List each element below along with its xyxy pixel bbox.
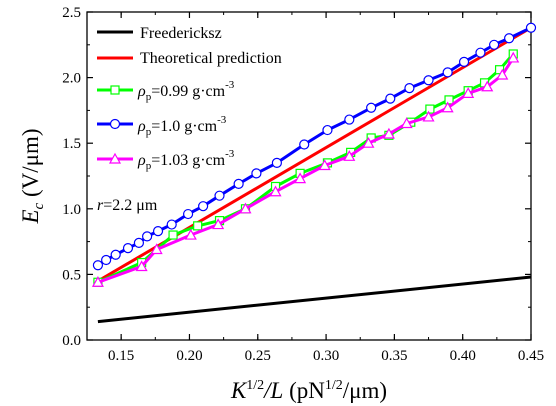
data-point-circle — [504, 33, 515, 44]
data-point-circle — [404, 82, 415, 94]
data-point-circle — [152, 226, 164, 237]
series-p-1-03-g-cm-3 — [91, 51, 520, 287]
data-point-circle — [142, 231, 153, 242]
x-tick-label: 0.20 — [176, 348, 202, 364]
legend: Freedericksz Theoretical prediction ρp=0… — [97, 25, 282, 172]
data-point-square — [193, 221, 203, 231]
data-point-circle — [442, 67, 453, 78]
data-point-triangle — [496, 68, 509, 80]
data-point-triangle — [400, 117, 413, 129]
legend-marker-circle — [109, 118, 121, 130]
data-point-triangle — [150, 243, 163, 255]
y-tick-label: 0.5 — [62, 267, 81, 283]
annotation-radius: r=2.2 μm — [97, 197, 158, 214]
y-tick-label: 0.0 — [62, 333, 81, 349]
data-point-triangle — [507, 51, 520, 63]
data-point-triangle — [318, 159, 331, 171]
data-point-circle — [110, 249, 121, 260]
series-layer — [91, 22, 537, 324]
y-tick-label: 2.5 — [62, 5, 81, 21]
data-point-circle — [101, 254, 112, 266]
data-point-circle — [525, 22, 537, 33]
data-point-circle — [475, 47, 486, 58]
series-line — [97, 275, 532, 324]
data-point-circle — [122, 243, 134, 254]
data-point-square — [425, 104, 435, 114]
y-axis-title: Ec (V/μm) — [18, 128, 47, 224]
axis-ticks — [86, 11, 532, 341]
data-point-circle — [92, 260, 104, 271]
data-point-square — [168, 230, 178, 240]
data-point-circle — [366, 102, 377, 113]
data-point-triangle — [269, 185, 282, 197]
legend-label-rho-099: ρp=0.99 g·cm-3 — [137, 79, 235, 103]
data-point-circle — [344, 114, 355, 125]
data-point-circle — [385, 93, 396, 104]
data-point-triangle — [91, 276, 104, 287]
legend-marker-square — [110, 85, 120, 95]
data-point-circle — [214, 190, 225, 201]
legend-label-theoretical: Theoretical prediction — [140, 50, 282, 67]
data-point-triangle — [294, 172, 307, 184]
data-point-triangle — [135, 260, 148, 272]
data-point-triangle — [184, 228, 197, 240]
data-point-triangle — [481, 80, 494, 92]
data-point-triangle — [239, 202, 252, 214]
y-tick-label: 2.0 — [62, 71, 81, 87]
data-point-circle — [489, 39, 500, 50]
legend-marker-triangle — [108, 152, 122, 164]
axis-tick-labels: 0.15 0.20 0.25 0.30 0.35 0.40 0.45 0.0 0.5 1.0 1.5… — [62, 5, 544, 364]
data-point-square — [444, 95, 454, 105]
data-point-triangle — [422, 110, 435, 122]
data-point-circle — [251, 168, 262, 179]
data-point-circle — [299, 139, 310, 150]
data-point-circle — [182, 208, 194, 220]
x-tick-label: 0.45 — [518, 348, 544, 364]
data-point-triangle — [441, 101, 454, 113]
legend-label-rho-103: ρp=1.03 g·cm-3 — [137, 148, 235, 172]
series-p-1-0-g-cm-3 — [92, 22, 537, 271]
data-point-circle — [166, 219, 177, 230]
data-point-circle — [233, 178, 244, 189]
x-tick-label: 0.15 — [108, 348, 134, 364]
data-point-circle — [198, 201, 209, 212]
x-tick-label: 0.35 — [381, 348, 407, 364]
data-point-circle — [458, 56, 470, 67]
data-point-circle — [423, 75, 434, 86]
x-tick-label: 0.40 — [450, 348, 476, 364]
data-point-circle — [271, 157, 282, 168]
data-point-triangle — [362, 136, 375, 148]
x-tick-label: 0.25 — [245, 348, 271, 364]
data-point-triangle — [382, 127, 395, 139]
data-point-triangle — [343, 150, 356, 161]
y-tick-label: 1.0 — [62, 202, 81, 218]
legend-label-rho-10: ρp=1.0 g·cm-3 — [137, 114, 227, 138]
data-point-circle — [322, 124, 333, 136]
data-point-triangle — [212, 218, 225, 230]
legend-label-freedericksz: Freedericksz — [140, 25, 222, 42]
data-point-circle — [133, 237, 145, 249]
x-tick-label: 0.30 — [313, 348, 339, 364]
y-tick-label: 1.5 — [62, 136, 81, 152]
series-freedericksz — [97, 275, 532, 324]
x-axis-title: K1/2/L (pN1/2/μm) — [230, 378, 387, 403]
data-point-triangle — [462, 87, 475, 98]
